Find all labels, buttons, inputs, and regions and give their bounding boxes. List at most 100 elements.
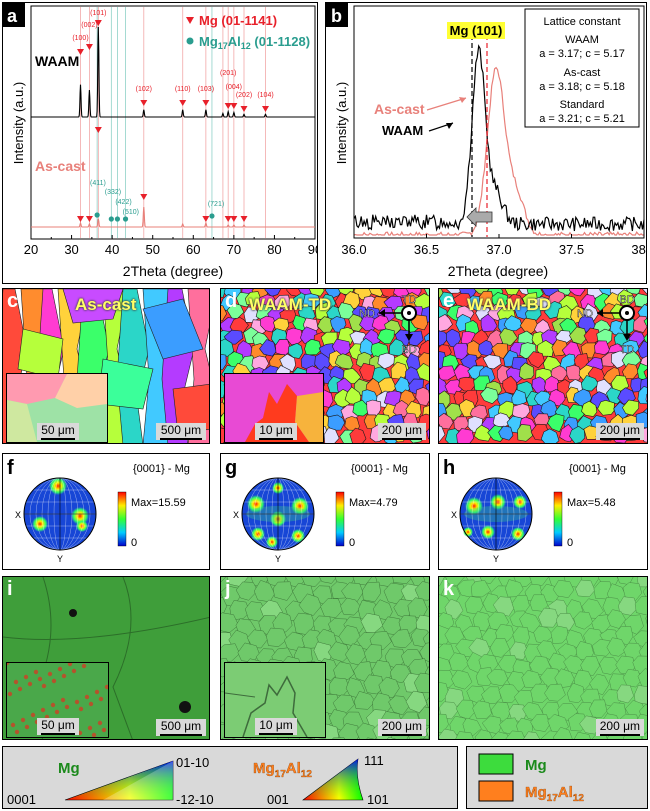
ebsd-e-axes: BD ND TD: [577, 294, 635, 356]
ebsd-d-inset-scalebar: 10 μm: [255, 423, 297, 440]
ebsd-c-inset-scalebar: 50 μm: [37, 423, 79, 440]
phase-j-scalebar: 200 μm: [377, 719, 426, 736]
ebsd-e-scalebar: 200 μm: [595, 423, 644, 440]
colorbar-max-label: Max=15.59: [131, 497, 186, 509]
phase-mg-label: Mg: [525, 757, 547, 774]
mg-peak-label: (002): [81, 22, 97, 29]
xrd-a-xtick: 90: [308, 242, 318, 257]
legend-mg-label: Mg (01-1141): [199, 13, 277, 28]
pole-density-spot: [291, 529, 305, 543]
colorbar: [117, 491, 127, 547]
panel-label-d: d: [225, 290, 238, 312]
mg-peak-label: (101): [90, 10, 106, 17]
panel-label-j: j: [225, 578, 231, 600]
lattice-line-6: a = 3.21; c = 5.21: [539, 113, 625, 125]
ebsd-e-title: WAAM-BD: [467, 295, 552, 314]
pole-density-spot: [465, 497, 483, 515]
mg-peak-marker: [240, 106, 248, 112]
panel-label-b: b: [331, 6, 342, 26]
ipf-mg-corner-top: 01-10: [176, 755, 209, 770]
ebsd-d-scalebar: 200 μm: [377, 423, 426, 440]
pole-figure-g: X Y {0001} - Mg Max=4.79 0: [233, 463, 408, 564]
colorbar: [335, 491, 345, 547]
curve-waam-label: WAAM: [382, 123, 423, 138]
lattice-line-5: Standard: [560, 99, 605, 111]
pole-density-spot: [481, 525, 495, 539]
mg-peak-label: (104): [257, 92, 273, 99]
mg17al12-peak-marker: [122, 216, 129, 222]
mg-peak-label: (102): [136, 86, 152, 93]
pole-figure-title: {0001} - Mg: [133, 463, 190, 475]
mg-peak-marker: [240, 216, 248, 222]
lattice-line-1: WAAM: [565, 34, 599, 46]
ebsd-c-scale-text: 500 μm: [160, 423, 202, 437]
mg-peak-marker: [224, 103, 232, 109]
mg-peak-label: (004): [226, 84, 242, 91]
panel-j-phase-map: j 10 μm 200 μm: [220, 576, 430, 740]
xrd-a-xlabel: 2Theta (degree): [123, 263, 223, 279]
phase-mg17-label: Mg17Al12: [525, 784, 584, 804]
phase-k-scale-text: 200 μm: [599, 719, 640, 733]
panel-e-ebsd-waam-bd: e WAAM-BD BD ND TD 200 μm: [438, 288, 648, 444]
pole-figure-title: {0001} - Mg: [351, 463, 408, 475]
mg-peak-marker: [85, 44, 93, 50]
colorbar-max-label: Max=5.48: [567, 497, 616, 509]
pole-x-axis-label: X: [451, 510, 457, 520]
mg-peak-marker: [202, 100, 210, 106]
phase-j-inset-scale-text: 10 μm: [259, 718, 293, 732]
ebsd-d-inset-scale-text: 10 μm: [259, 423, 293, 437]
mg-peak-marker: [202, 216, 210, 222]
ebsd-d-scale-text: 200 μm: [381, 423, 422, 437]
xrd-b-xtick: 36.5: [414, 242, 439, 257]
xrd-a-xtick: 40: [105, 242, 119, 257]
ebsd-e-scale-text: 200 μm: [599, 423, 640, 437]
ipf-mg17-corner-left: 001: [267, 792, 289, 807]
phase-i-inset-scalebar: 50 μm: [37, 718, 79, 735]
mg-peak-label: (110): [175, 86, 191, 93]
legend-mg17-label: Mg17Al12 (01-1128): [199, 34, 310, 51]
sample-waam-label: WAAM: [35, 53, 79, 69]
waam-xrd-curve: [31, 26, 315, 118]
axis-up-label: BD: [619, 294, 634, 306]
xrd-b-xtick: 37.0: [486, 242, 511, 257]
phase-k-scalebar: 200 μm: [595, 719, 644, 736]
pole-y-axis-label: Y: [57, 554, 63, 564]
phase-j-inset-scalebar: 10 μm: [255, 718, 297, 735]
xrd-a-xtick: 20: [24, 242, 38, 257]
mg-peak-marker: [140, 100, 148, 106]
xrd-a-ylabel: Intensity (a.u.): [11, 82, 26, 164]
ascast-label-arrow: [426, 97, 467, 111]
panel-k-phase-map: k 200 μm: [438, 576, 648, 740]
mg17al12-peak-marker: [209, 213, 215, 219]
pole-density-spot: [71, 507, 89, 525]
ipf-mg-title: Mg: [58, 760, 80, 777]
mg-peak-marker: [140, 194, 148, 200]
xrd-a-xtick: 80: [267, 242, 281, 257]
mg17al12-peak-label: (422): [115, 199, 131, 206]
ipf-mg17-corner-right: 101: [367, 792, 389, 807]
phase-j-inset: 10 μm: [224, 662, 326, 738]
ipf-mg17-corner-top: 111: [364, 753, 384, 768]
xrd-b-chart: b 36.036.537.037.538.0 Mg (101) As-cast …: [326, 3, 647, 279]
axis-down-label: TD: [620, 344, 635, 356]
ipf-mg-corner-left: 0001: [7, 792, 36, 807]
mg-peak-marker: [76, 49, 84, 55]
panel-i-phase-map: i 50 μm 500 μm: [2, 576, 210, 740]
xrd-b-xtick: 38.0: [631, 242, 647, 257]
xrd-a-xtick: 70: [227, 242, 241, 257]
pole-figure-f: X Y {0001} - Mg Max=15.59 0: [15, 463, 190, 564]
ebsd-d-title: WAAM-TD: [249, 295, 332, 314]
panel-label-h: h: [443, 457, 456, 479]
panel-label-g: g: [225, 457, 238, 479]
xrd-a-xtick: 30: [64, 242, 78, 257]
legend-mg-marker: [186, 17, 194, 24]
xrd-a-chart: a (100) (002) (101) (102) (110) (103) (201) (00…: [3, 3, 318, 279]
mg17al12-peak-label: (721): [208, 201, 224, 208]
phase-i-scale-text: 500 μm: [160, 719, 202, 733]
ipf-color-key-legend: Mg 0001 01-10 -12-10 Mg17Al12 001 111 10…: [2, 746, 458, 809]
mg-peak-label: (103): [198, 86, 214, 93]
lattice-line-3: As-cast: [564, 67, 601, 79]
ipf-mg17-title: Mg17Al12: [253, 760, 312, 780]
panel-label-a: a: [7, 6, 18, 26]
panel-h-pole-figure: h X Y {0001} - Mg Max=5.48 0: [438, 453, 648, 570]
